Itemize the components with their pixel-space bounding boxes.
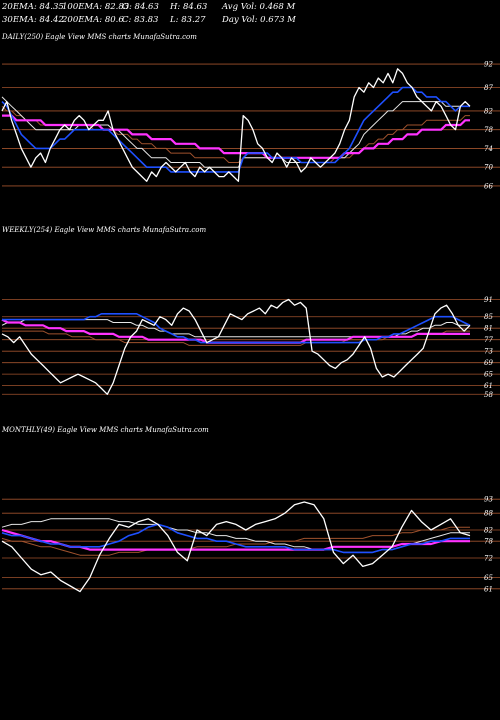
stat-day-vol: Day Vol: 0.673 M bbox=[222, 15, 296, 25]
stat-high: H: 84.63 bbox=[170, 2, 208, 12]
daily-y-tick-label: 66 bbox=[484, 182, 493, 190]
monthly-price-line bbox=[1, 501, 471, 593]
weekly-price-line bbox=[1, 298, 471, 395]
daily-y-tick-label: 70 bbox=[484, 164, 493, 172]
stat-20ema: 20EMA: 84.35 bbox=[2, 2, 64, 12]
daily-ema-fast-line bbox=[1, 86, 470, 173]
weekly-y-tick-label: 69 bbox=[484, 359, 493, 367]
weekly-y-tick-label: 77 bbox=[484, 336, 493, 344]
monthly-y-tick-label: 78 bbox=[484, 538, 493, 546]
daily-price-line bbox=[1, 68, 471, 182]
weekly-ema-fast-line bbox=[2, 312, 471, 344]
daily-y-tick-label: 82 bbox=[484, 107, 493, 115]
daily-y-tick-label: 92 bbox=[484, 61, 493, 69]
monthly-y-tick-label: 88 bbox=[484, 510, 493, 518]
monthly-y-tick-label: 65 bbox=[484, 574, 493, 582]
stat-200ema: 200EMA: 80.6 bbox=[62, 15, 124, 25]
stat-close: C: 83.83 bbox=[122, 15, 159, 25]
monthly-ema-fast-line bbox=[1, 523, 470, 554]
stat-avg-vol: Avg Vol: 0.468 M bbox=[222, 2, 296, 12]
stat-100ema: 100EMA: 82.83 bbox=[62, 2, 130, 12]
daily-y-tick-label: 87 bbox=[484, 84, 493, 92]
daily-chart-title: DAILY(250) Eagle View MMS charts MunafaS… bbox=[2, 33, 197, 41]
weekly-y-tick-label: 73 bbox=[484, 348, 493, 356]
daily-y-tick-label: 74 bbox=[484, 145, 493, 153]
daily-y-tick-label: 78 bbox=[484, 126, 493, 134]
daily-ema-slow-line bbox=[2, 114, 470, 159]
monthly-y-tick-label: 82 bbox=[484, 527, 493, 535]
monthly-y-tick-label: 72 bbox=[484, 555, 493, 563]
weekly-y-tick-label: 91 bbox=[484, 296, 493, 304]
weekly-chart-title: WEEKLY(254) Eagle View MMS charts Munafa… bbox=[2, 226, 207, 234]
monthly-y-tick-label: 61 bbox=[484, 585, 493, 593]
monthly-chart-title: MONTHLY(49) Eagle View MMS charts Munafa… bbox=[2, 426, 209, 434]
weekly-y-tick-label: 61 bbox=[484, 382, 493, 390]
stat-30ema: 30EMA: 84.42 bbox=[2, 15, 64, 25]
stat-low: L: 83.27 bbox=[170, 15, 206, 25]
monthly-y-tick-label: 93 bbox=[484, 496, 493, 504]
weekly-y-tick-label: 58 bbox=[484, 391, 493, 399]
weekly-y-tick-label: 85 bbox=[484, 313, 493, 321]
weekly-y-tick-label: 65 bbox=[484, 371, 493, 379]
stat-open: O: 84.63 bbox=[122, 2, 159, 12]
weekly-ema-slow-line bbox=[1, 318, 470, 344]
weekly-y-tick-label: 81 bbox=[484, 325, 493, 333]
